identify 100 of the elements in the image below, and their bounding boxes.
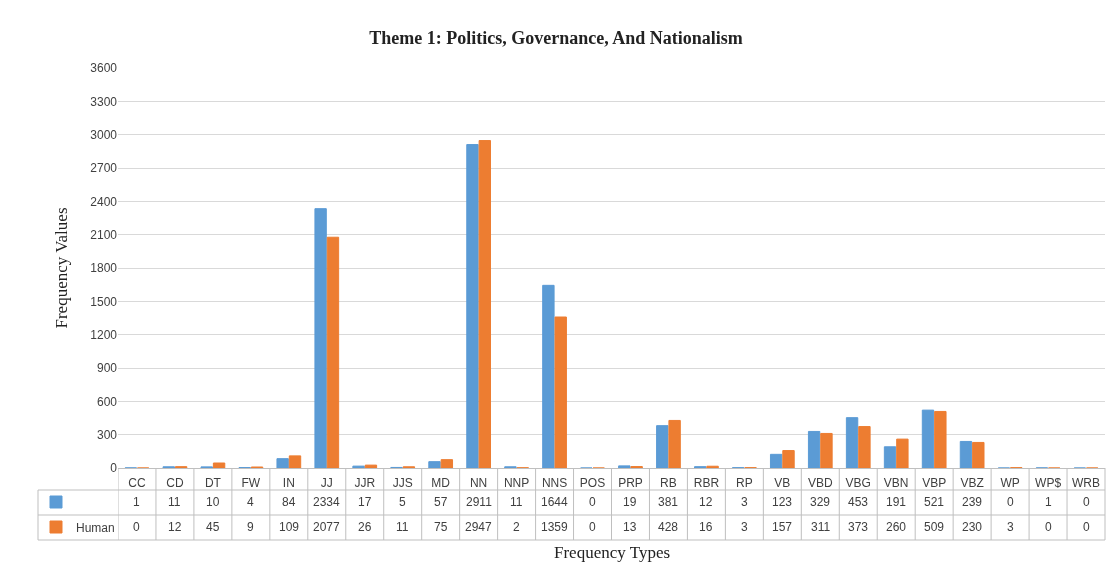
data-label: 5	[399, 495, 406, 509]
data-label: 381	[658, 495, 679, 509]
y-tick-label: 2400	[90, 194, 118, 209]
y-tick-label: 3600	[90, 61, 118, 76]
data-label: 75	[434, 520, 448, 534]
x-axis-title: Frequency Types	[554, 543, 671, 562]
x-tick-label: VBD	[807, 476, 833, 491]
y-tick-label: 900	[96, 361, 118, 376]
y-tick-label: 3000	[90, 127, 118, 142]
bar	[896, 438, 909, 468]
legend-label: Human	[76, 520, 115, 535]
data-label: 11	[396, 520, 409, 534]
x-tick-label: VB	[774, 476, 791, 491]
data-label: 57	[434, 495, 448, 509]
data-label: 45	[206, 520, 220, 534]
data-label: 373	[848, 520, 869, 534]
x-tick-label: IN	[282, 476, 295, 491]
data-label: 0	[589, 495, 596, 509]
data-label: 0	[589, 520, 596, 534]
data-label: 11	[168, 495, 181, 509]
data-label: 2911	[466, 495, 493, 509]
bar	[428, 461, 441, 468]
data-label: 428	[658, 520, 679, 534]
x-tick-label: NNP	[503, 476, 530, 491]
x-tick-label: JJR	[354, 476, 376, 491]
bar	[972, 441, 985, 468]
data-label: 26	[358, 520, 372, 534]
x-tick-label: WP	[1000, 476, 1020, 491]
y-tick-label: 600	[96, 394, 118, 409]
data-label: 1359	[541, 520, 569, 534]
x-tick-label: WP$	[1035, 476, 1062, 491]
x-tick-label: RP	[736, 476, 753, 491]
data-label: 17	[358, 495, 372, 509]
y-tick-label: 3300	[90, 94, 118, 109]
data-label: 2947	[465, 520, 493, 534]
data-label: 3	[741, 495, 748, 509]
x-tick-label: RBR	[693, 476, 720, 491]
chart-title: Theme 1: Politics, Governance, And Nationalism	[369, 28, 743, 49]
bar	[820, 432, 833, 468]
data-label: 19	[623, 495, 637, 509]
data-label: 230	[962, 520, 983, 534]
data-label: 4	[247, 495, 254, 509]
data-label: 123	[772, 495, 793, 509]
bar	[326, 236, 340, 468]
data-label: 10	[206, 495, 220, 509]
data-label: 0	[1045, 520, 1052, 534]
bar	[212, 462, 226, 468]
data-label: 453	[848, 495, 869, 509]
x-tick-label: MD	[431, 476, 451, 491]
x-tick-label: VBN	[883, 476, 909, 491]
x-tick-label: POS	[579, 476, 606, 491]
x-tick-label: NN	[469, 476, 488, 491]
bar	[478, 140, 491, 468]
x-tick-label: NNS	[541, 476, 568, 491]
bar	[782, 450, 795, 468]
data-label: 11	[510, 495, 523, 509]
bar	[618, 465, 631, 468]
y-tick-label: 2700	[90, 161, 118, 176]
x-tick-label: RB	[660, 476, 677, 491]
x-tick-label: JJS	[392, 476, 413, 491]
x-tick-label: VBP	[922, 476, 947, 491]
bar	[845, 417, 859, 468]
data-label: 13	[623, 520, 637, 534]
bar	[921, 409, 935, 468]
bar	[656, 425, 669, 468]
data-label: 84	[282, 495, 296, 509]
data-label: 1	[1045, 495, 1052, 509]
data-label: 1	[133, 495, 140, 509]
data-label: 12	[699, 495, 713, 509]
data-label: 509	[924, 520, 945, 534]
data-label: 0	[1007, 495, 1014, 509]
x-tick-label: WRB	[1072, 476, 1101, 491]
bar	[959, 440, 973, 468]
x-tick-label: VBZ	[960, 476, 984, 491]
data-label: 239	[962, 495, 983, 509]
bar	[288, 455, 302, 468]
data-label: 260	[886, 520, 907, 534]
data-label: 3	[1007, 520, 1014, 534]
data-label: 9	[247, 520, 254, 534]
data-label: 3	[741, 520, 748, 534]
data-label: 109	[279, 520, 300, 534]
data-label: 0	[1083, 520, 1090, 534]
x-tick-label: DT	[204, 476, 222, 491]
x-tick-label: FW	[241, 476, 261, 491]
bar	[314, 208, 327, 468]
y-tick-label: 1800	[90, 261, 118, 276]
data-label: 16	[699, 520, 713, 534]
y-tick-label: 1200	[90, 327, 118, 342]
data-label: 2	[513, 520, 520, 534]
y-axis-title: Frequency Values	[51, 207, 71, 329]
y-tick-label: 0	[110, 461, 118, 476]
bar	[542, 284, 555, 468]
y-tick-label: 300	[96, 427, 118, 442]
data-label: 12	[168, 520, 182, 534]
data-label: 157	[772, 520, 793, 534]
x-tick-label: JJ	[320, 476, 333, 491]
data-label: 1644	[541, 495, 569, 509]
x-tick-label: CC	[128, 476, 146, 491]
data-label: 311	[811, 520, 831, 534]
bar	[554, 316, 567, 468]
